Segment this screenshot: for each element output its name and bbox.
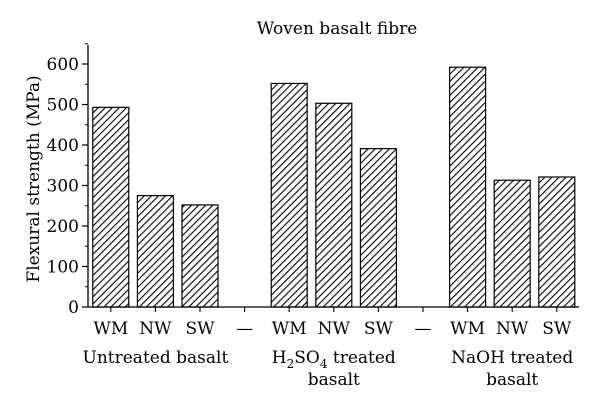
x-tick-label: WM: [272, 319, 307, 339]
x-tick-label: SW: [185, 319, 215, 339]
group-label-3-line1: NaOH treated: [451, 348, 573, 368]
bar-sw-group-2: [359, 148, 397, 308]
y-tick-label: 0: [68, 298, 79, 318]
x-tick-label: WM: [450, 319, 485, 339]
group-label-1-line1: Untreated basalt: [83, 348, 229, 368]
x-separator-label: —: [415, 319, 432, 339]
y-axis: 0 100 200 300 400 500 600: [47, 43, 89, 318]
x-axis: WM NW SW — WM NW SW — WM NW SW Untreated basalt basa…: [83, 306, 579, 390]
y-tick-label: 300: [47, 177, 79, 197]
y-tick-label: 200: [47, 217, 79, 237]
y-tick-label: 600: [47, 55, 79, 75]
chart-title: Woven basalt fibre: [257, 19, 418, 39]
x-tick-label: NW: [318, 319, 351, 339]
bar-wm-group-1: [92, 106, 130, 308]
bar-wm-group-3: [449, 66, 487, 308]
bar-nw-group-1: [136, 195, 174, 308]
bar-nw-group-2: [315, 102, 353, 308]
y-tick-label: 100: [47, 258, 79, 278]
bar-nw-group-3: [493, 179, 531, 308]
y-axis-label: Flexural strength (MPa): [24, 75, 44, 282]
group-label-h2so4-line2: basalt: [308, 370, 360, 390]
x-tick-label: SW: [542, 319, 572, 339]
x-tick-label: WM: [93, 319, 128, 339]
plot-area: [92, 66, 576, 308]
y-tick-label: 400: [47, 136, 79, 156]
group-label-h2so4-line1: H2SO4 treated: [272, 348, 396, 371]
bar-wm-group-2: [270, 82, 308, 308]
x-tick-label: NW: [496, 319, 529, 339]
x-tick-label: NW: [139, 319, 172, 339]
group-label-3-line2: basalt: [486, 370, 538, 390]
bar-sw-group-3: [538, 176, 576, 308]
x-separator-label: —: [236, 319, 253, 339]
bar-sw-group-1: [181, 204, 219, 308]
y-tick-label: 500: [47, 96, 79, 116]
x-tick-label: SW: [364, 319, 394, 339]
